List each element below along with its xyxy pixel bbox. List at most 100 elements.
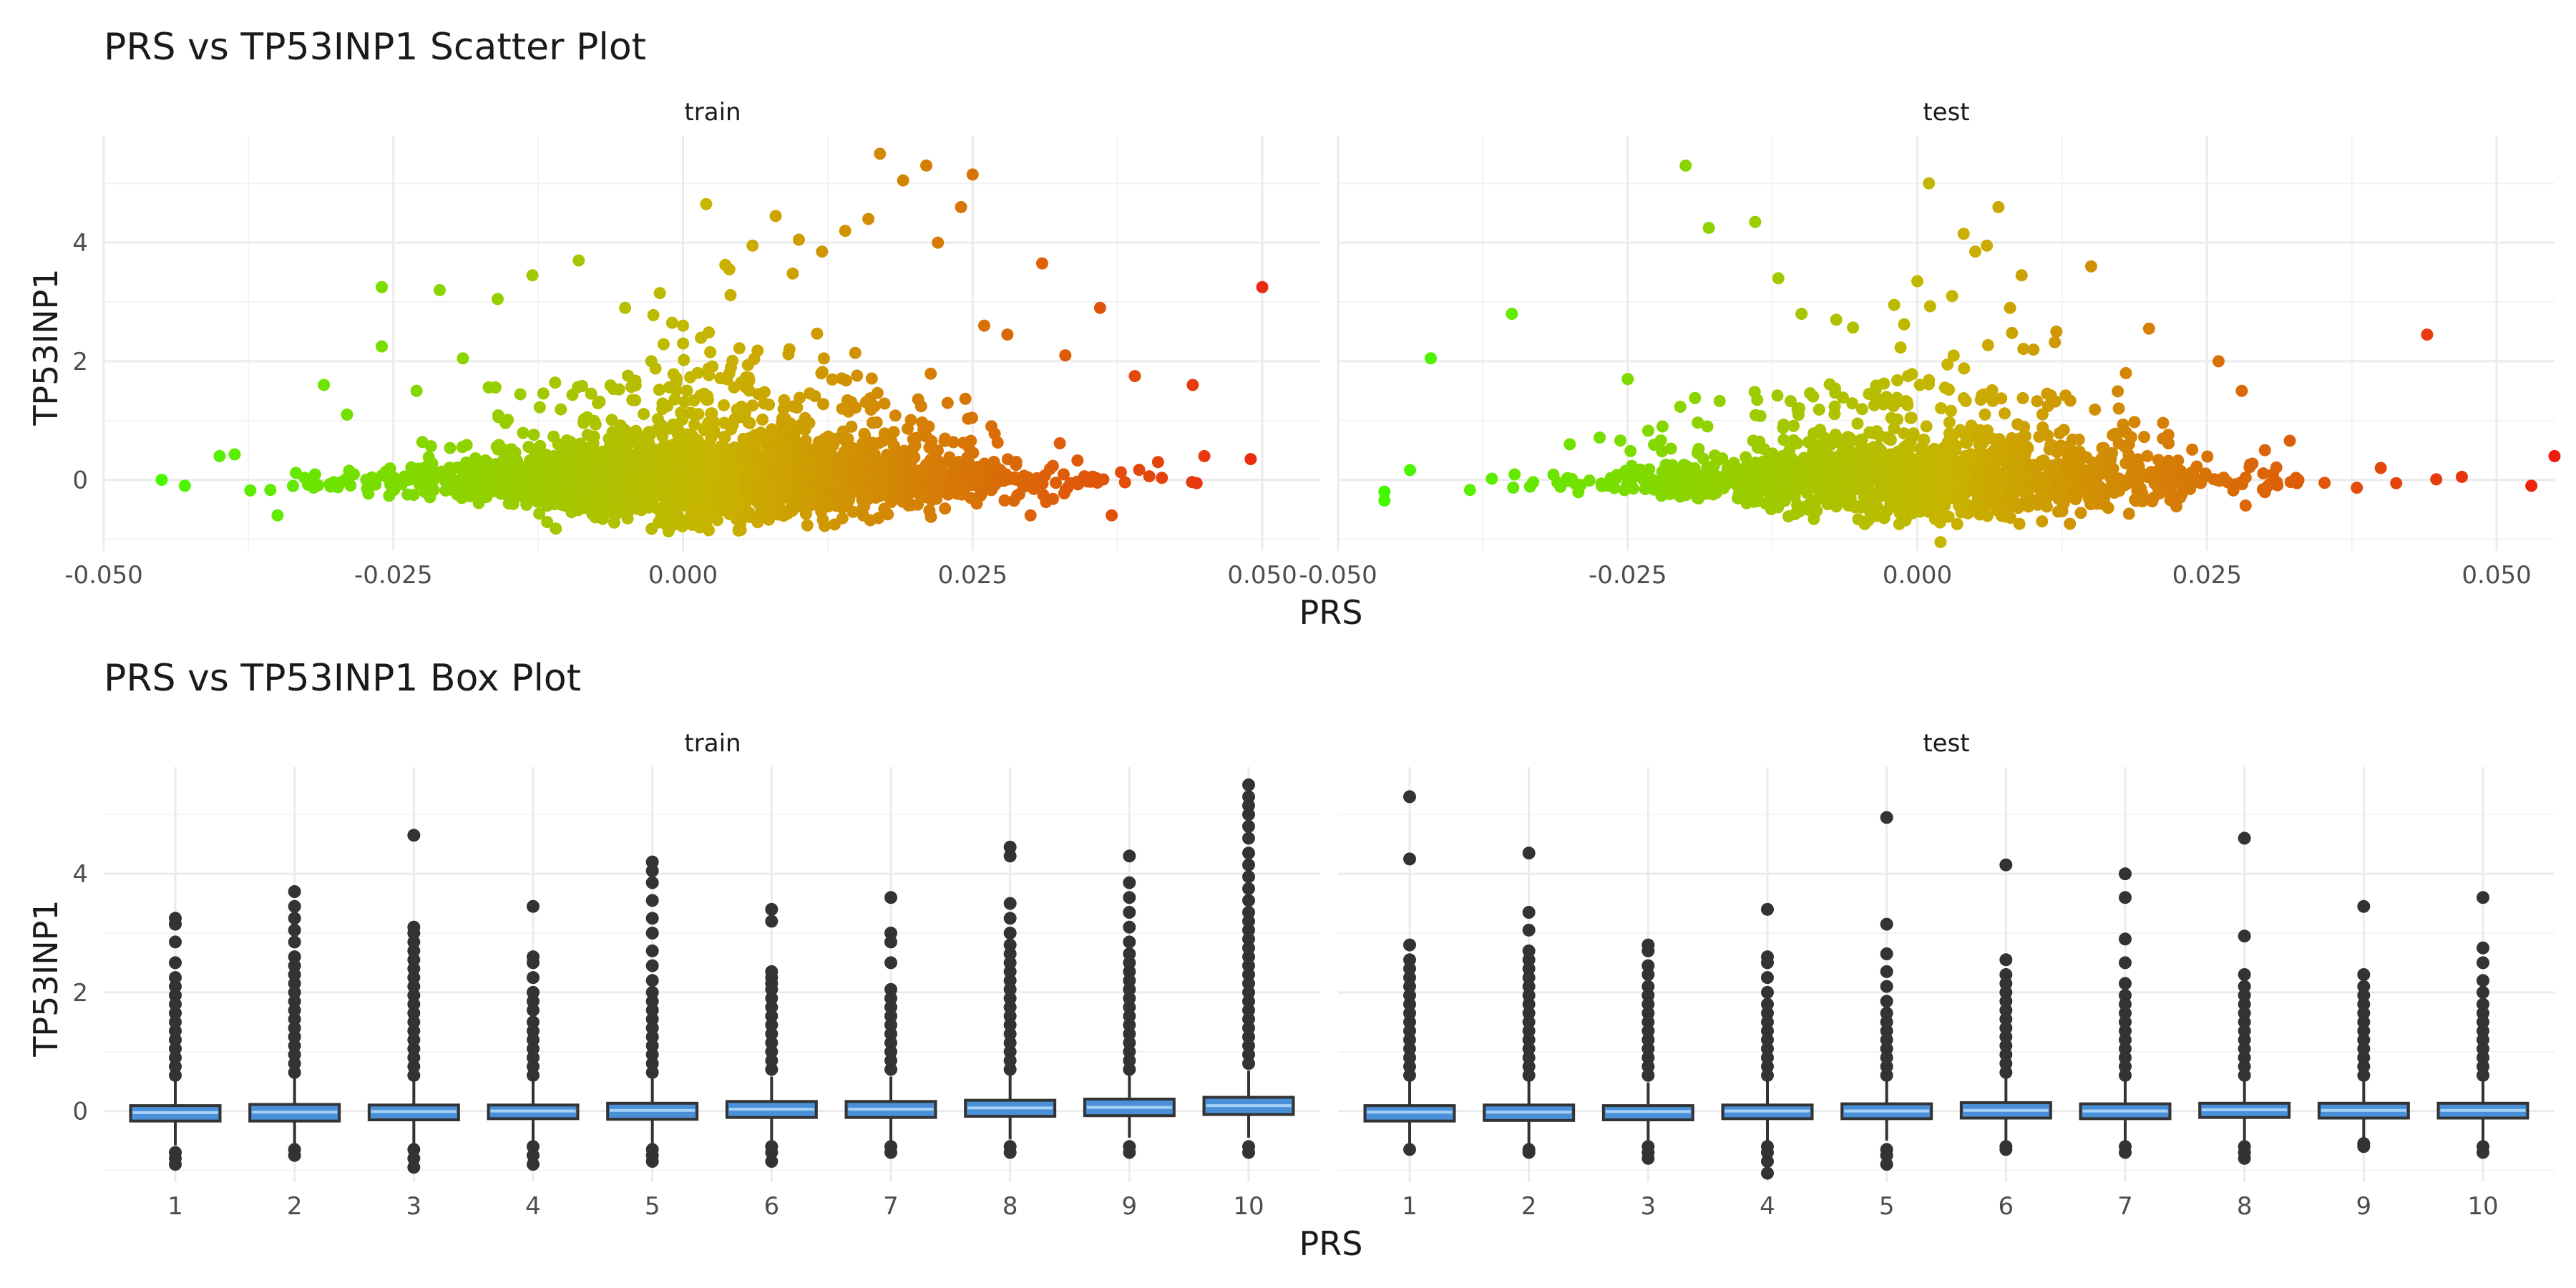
box-outlier — [1123, 1036, 1136, 1050]
scatter-point — [1850, 499, 1863, 512]
scatter-point — [564, 436, 577, 449]
scatter-point — [937, 458, 950, 471]
box-outlier — [884, 1000, 897, 1014]
box-outlier — [2357, 1006, 2371, 1020]
scatter-point — [816, 245, 829, 258]
x-tick-label: 1 — [167, 1192, 183, 1221]
scatter-point — [897, 174, 909, 187]
scatter-point — [2142, 322, 2155, 335]
x-tick-label: 2 — [1521, 1192, 1537, 1221]
scatter-point — [2430, 473, 2443, 486]
scatter-point — [534, 465, 547, 478]
scatter-point — [477, 469, 489, 482]
x-tick-label: 0.025 — [938, 561, 1008, 590]
scatter-point — [837, 494, 850, 507]
scatter-point — [1894, 341, 1907, 354]
scatter-point — [804, 387, 816, 400]
box-outlier — [884, 956, 897, 970]
scatter-point — [670, 376, 683, 389]
x-tick-label: 0.000 — [1883, 561, 1952, 590]
scatter-point — [533, 507, 546, 520]
x-tick-label: 10 — [1233, 1192, 1264, 1221]
box-outlier — [2357, 968, 2371, 981]
box-outlier — [1761, 1166, 1774, 1180]
scatter-point — [1547, 468, 1560, 481]
scatter-point — [2036, 515, 2049, 528]
box-outlier — [1880, 917, 1893, 931]
scatter-point — [647, 308, 660, 321]
x-tick-label: 8 — [1002, 1192, 1018, 1221]
scatter-point — [721, 373, 733, 386]
box-outlier — [1242, 858, 1255, 872]
scatter-point — [739, 381, 752, 394]
box-outlier — [1522, 1068, 1536, 1082]
scatter-panel-test: -0.050 -0.025 0.000 0.025 0.050 — [1299, 136, 2561, 590]
scatter-point — [1610, 472, 1623, 484]
box-outlier — [1003, 1000, 1017, 1014]
scatter-point — [1614, 434, 1627, 447]
scatter-point — [766, 507, 779, 520]
scatter-point — [2035, 495, 2048, 508]
scatter-point — [490, 440, 503, 453]
scatter-point — [992, 475, 1005, 488]
box-outlier — [1641, 1033, 1655, 1047]
box-outlier — [1242, 1030, 1255, 1043]
scatter-point — [1874, 483, 1887, 496]
box-outlier — [1123, 906, 1136, 919]
box-outlier — [169, 980, 182, 993]
scatter-point — [2013, 517, 2026, 530]
scatter-point — [1992, 200, 2005, 213]
box-outlier — [407, 1024, 421, 1038]
scatter-point — [776, 412, 789, 425]
scatter-point — [1862, 514, 1875, 527]
box-outlier — [407, 1006, 421, 1020]
scatter-point — [1244, 453, 1257, 466]
scatter-point — [598, 449, 611, 462]
box-outlier — [407, 971, 421, 985]
box-outlier — [1522, 953, 1536, 967]
box-outlier — [884, 1146, 897, 1159]
scatter-point — [1987, 483, 2000, 496]
scatter-point — [727, 479, 740, 492]
scatter-point — [1792, 402, 1805, 415]
scatter-point — [957, 436, 970, 449]
scatter-point — [884, 434, 897, 447]
scatter-point — [2117, 418, 2129, 431]
scatter-point — [2201, 450, 2214, 463]
box-outlier — [2357, 1042, 2371, 1055]
scatter-point — [1870, 499, 1883, 512]
scatter-point — [792, 233, 805, 246]
box-outlier — [527, 971, 540, 985]
scatter-point — [1702, 221, 1715, 234]
scatter-point — [2050, 325, 2063, 338]
scatter-point — [1463, 484, 1476, 497]
box-outlier — [1003, 956, 1017, 970]
scatter-point — [1059, 349, 1072, 362]
scatter-point — [1106, 509, 1118, 522]
scatter-point — [859, 396, 872, 409]
box-outlier — [1242, 799, 1255, 812]
scatter-point — [585, 387, 597, 400]
scatter-point — [707, 458, 720, 471]
box-outlier — [169, 1006, 182, 1020]
box-outlier — [288, 935, 301, 949]
box-outlier — [288, 1048, 301, 1061]
scatter-point — [822, 498, 835, 511]
box-outlier — [2357, 899, 2371, 913]
scatter-point — [851, 369, 864, 382]
scatter-point — [566, 389, 579, 401]
scatter-point — [1851, 417, 1864, 430]
scatter-point — [1378, 494, 1391, 507]
box-outlier — [1999, 1143, 2013, 1156]
scatter-point — [2257, 467, 2270, 480]
box-outlier — [169, 1033, 182, 1047]
box-outlier — [1999, 1039, 2013, 1053]
scatter-point — [751, 516, 764, 529]
scatter-point — [1951, 455, 1963, 468]
scatter-point — [2078, 469, 2091, 482]
scatter-point — [1674, 464, 1687, 477]
scatter-point — [983, 462, 996, 475]
box-outlier — [645, 894, 659, 907]
box-outlier — [1999, 968, 2013, 981]
